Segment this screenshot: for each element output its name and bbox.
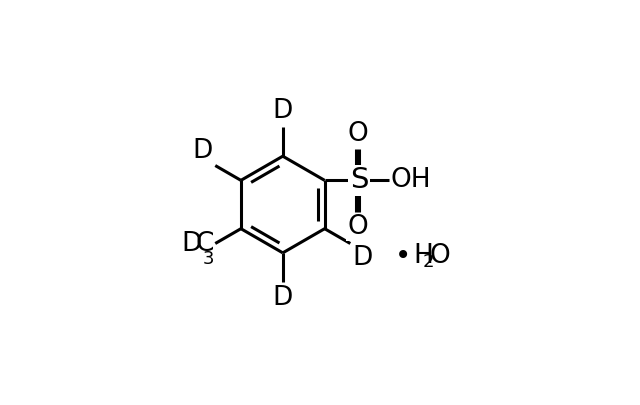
Text: O: O [430,243,451,269]
Text: D: D [273,98,293,124]
Text: OH: OH [390,167,431,193]
Text: S: S [349,166,368,194]
Text: 3: 3 [202,250,214,269]
Text: D: D [353,245,373,271]
Text: 2: 2 [423,253,435,271]
Text: C: C [195,230,214,256]
Text: •: • [395,242,411,270]
Text: D: D [193,138,212,164]
Text: H: H [413,243,434,269]
Text: O: O [348,214,368,240]
Text: D: D [182,230,202,256]
Text: D: D [273,285,293,311]
Text: O: O [348,121,368,147]
